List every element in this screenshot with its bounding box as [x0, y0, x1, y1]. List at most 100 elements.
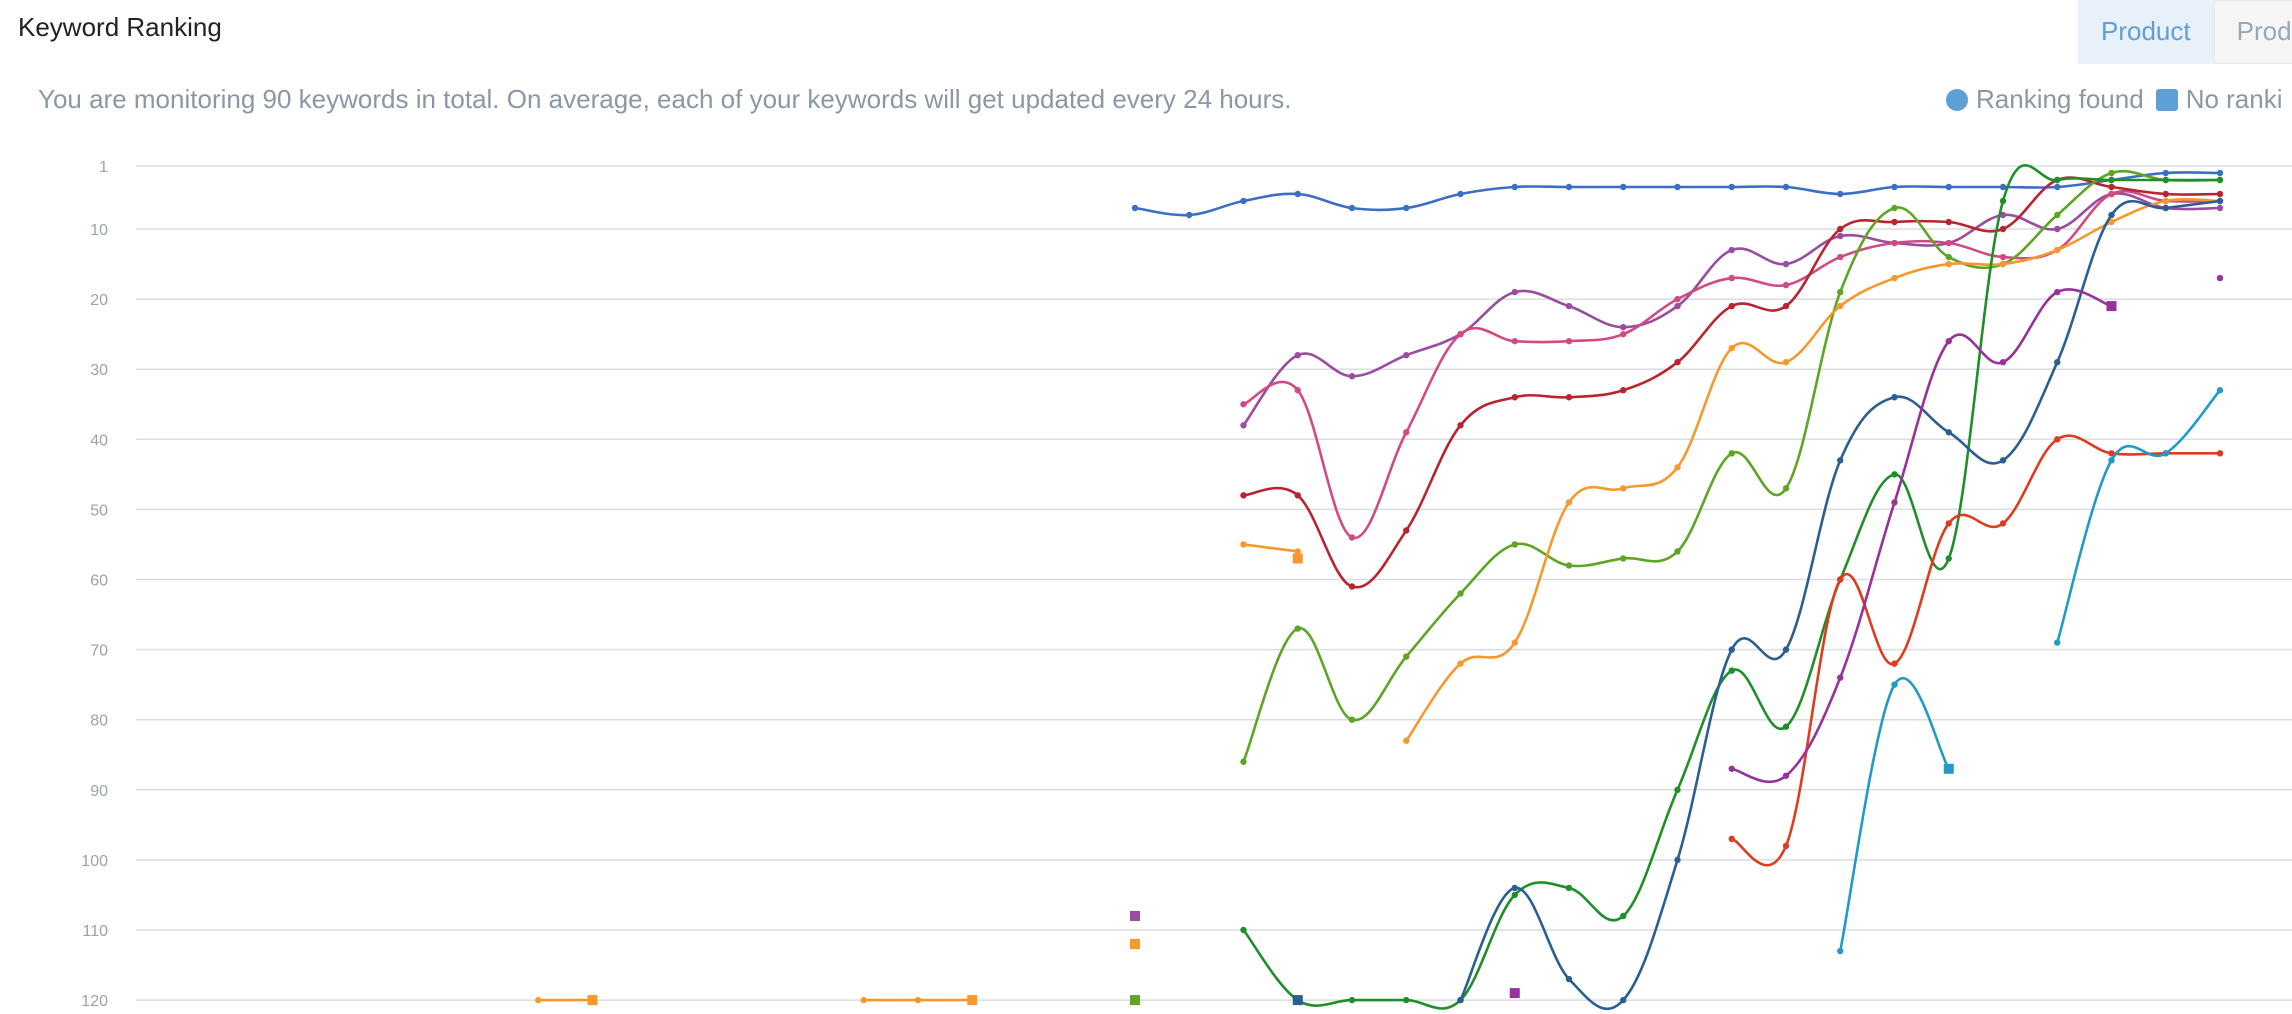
data-point: [1457, 330, 1464, 338]
data-point: [1837, 253, 1844, 261]
data-point: [1620, 485, 1627, 492]
data-point: [1891, 394, 1898, 401]
data-point: [1837, 457, 1844, 464]
data-point: [1511, 639, 1518, 646]
series-line: [1459, 199, 2221, 1011]
data-point: [1999, 260, 2007, 268]
data-point: [1403, 527, 1410, 534]
data-point: [1565, 499, 1573, 506]
data-point: [1674, 464, 1681, 471]
data-point: [1728, 183, 1735, 191]
series-line: [1731, 434, 2220, 867]
tab-product[interactable]: Product: [2078, 0, 2214, 64]
data-point: [1782, 281, 1790, 289]
data-point: [1945, 239, 1952, 247]
data-point: [2162, 204, 2169, 212]
data-point: [1240, 422, 1247, 429]
data-point: [1348, 373, 1356, 380]
data-point: [1674, 548, 1681, 555]
series-7: [1240, 163, 2224, 1010]
data-point: [1891, 183, 1898, 191]
data-point: [2108, 183, 2115, 191]
data-point: [2216, 190, 2224, 198]
data-point: [1782, 358, 1790, 366]
data-point: [2108, 450, 2115, 457]
tab-product-2[interactable]: Produ: [2213, 0, 2292, 64]
data-point: [1511, 337, 1518, 345]
data-point: [1837, 232, 1844, 240]
data-point: [1240, 541, 1247, 548]
series-10: [1728, 288, 2117, 783]
data-point: [1294, 548, 1301, 555]
data-point: [1186, 211, 1193, 219]
data-point: [2216, 176, 2224, 184]
data-point: [2054, 436, 2061, 443]
data-point: [1945, 260, 1952, 268]
data-point: [1565, 975, 1573, 983]
legend-no-ranking[interactable]: No ranki: [2185, 84, 2283, 114]
data-point: [1457, 660, 1464, 667]
data-point: [1945, 337, 1952, 345]
series-8: [1457, 197, 2224, 1011]
y-tick-label: 30: [90, 362, 108, 379]
data-point: [1728, 344, 1735, 352]
data-point: [1674, 183, 1681, 191]
data-point: [2054, 288, 2061, 296]
data-point: [1403, 653, 1410, 660]
no-ranking-marker: [1292, 995, 1303, 1006]
y-tick-label: 120: [81, 993, 108, 1010]
data-point: [1403, 737, 1410, 744]
data-point: [1348, 583, 1356, 590]
y-tick-label: 90: [90, 783, 108, 800]
chart-legend: Ranking found No ranki: [1946, 84, 2283, 115]
data-point: [2108, 218, 2115, 226]
page-title: Keyword Ranking: [18, 12, 222, 42]
y-tick-label: 20: [90, 292, 108, 309]
data-point: [1891, 218, 1898, 226]
data-point: [1511, 394, 1518, 401]
series-9: [1728, 434, 2224, 867]
data-point: [1891, 204, 1898, 212]
data-point: [1837, 947, 1844, 955]
y-tick-label: 40: [90, 432, 108, 449]
legend-ranking-found[interactable]: Ranking found: [1976, 84, 2144, 114]
y-tick-label: 50: [90, 502, 108, 519]
y-tick-label: 80: [90, 713, 108, 730]
data-point: [1348, 716, 1356, 723]
series-line: [1731, 288, 2112, 783]
data-point: [1511, 183, 1518, 191]
data-point: [914, 996, 922, 1004]
data-point: [2162, 169, 2169, 177]
data-point: [535, 996, 542, 1004]
no-ranking-marker: [1130, 939, 1140, 950]
data-point: [860, 996, 867, 1004]
data-point: [1891, 499, 1898, 506]
series-15: [860, 995, 978, 1006]
data-point: [1837, 288, 1844, 296]
series-5: [1240, 169, 2224, 765]
data-point: [2054, 211, 2061, 219]
data-point: [2162, 190, 2169, 198]
data-point: [1620, 387, 1627, 394]
chart-series: [535, 163, 2224, 1011]
data-point: [1999, 183, 2007, 191]
y-tick-label: 110: [82, 923, 108, 940]
no-ranking-marker: [1130, 995, 1140, 1006]
series-line: [2056, 389, 2221, 643]
data-point: [2054, 246, 2061, 254]
data-point: [2216, 387, 2224, 394]
no-ranking-marker: [587, 995, 598, 1006]
data-point: [1511, 884, 1518, 892]
y-tick-label: 70: [90, 643, 108, 660]
data-point: [1728, 835, 1735, 843]
data-point: [1674, 302, 1681, 310]
data-point: [2162, 176, 2169, 184]
data-point: [1837, 225, 1844, 233]
data-point: [1674, 856, 1681, 864]
y-tick-label: 60: [90, 573, 108, 590]
data-point: [1348, 534, 1356, 541]
data-point: [1620, 912, 1627, 920]
no-ranking-marker: [1943, 763, 1954, 774]
data-point: [1620, 996, 1627, 1004]
